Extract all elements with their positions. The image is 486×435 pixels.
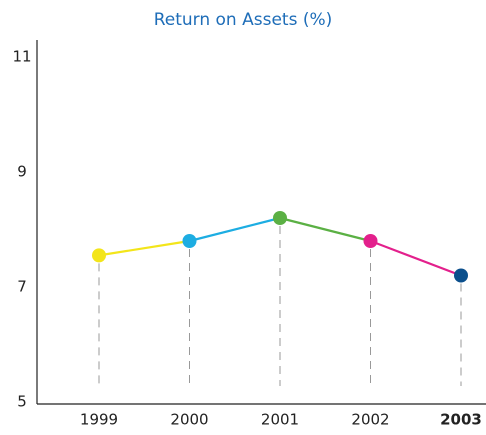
data-point	[454, 268, 468, 283]
y-tick-label: 11	[12, 48, 31, 66]
data-point	[182, 234, 197, 248]
x-tick-label: 2000	[170, 411, 208, 429]
data-point	[92, 248, 106, 263]
line-segment	[98, 239, 190, 257]
x-tick-label: 1999	[80, 411, 118, 429]
data-point	[363, 234, 378, 248]
y-tick-label: 5	[17, 393, 27, 411]
y-tick-label: 7	[17, 278, 27, 296]
line-segment	[189, 216, 281, 243]
x-tick-label: 2003	[440, 411, 482, 429]
line-segment	[370, 239, 462, 277]
y-tick-label: 9	[17, 163, 27, 181]
line-segment	[279, 216, 371, 243]
x-tick-label: 2001	[261, 411, 299, 429]
chart-title: Return on Assets (%)	[154, 10, 333, 30]
x-tick-label: 2002	[351, 411, 389, 429]
data-point	[273, 211, 287, 225]
